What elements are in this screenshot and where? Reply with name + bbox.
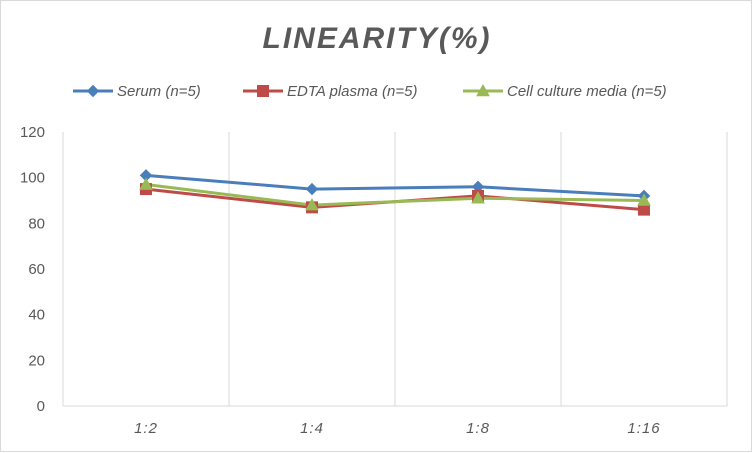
x-tick-label: 1:16 <box>627 420 660 437</box>
y-tick-label: 0 <box>37 398 45 415</box>
data-point-series-3 <box>637 193 651 206</box>
legend-marker-3 <box>476 83 490 97</box>
y-tick-label: 20 <box>28 352 45 369</box>
data-point-series-3 <box>139 177 153 190</box>
series-line-1 <box>144 173 646 198</box>
data-point-series-1 <box>305 182 319 196</box>
data-point-series-3 <box>471 191 485 204</box>
chart-title: LINEARITY(%) <box>263 22 492 55</box>
plot-grid <box>62 132 728 406</box>
y-tick-label: 40 <box>28 307 45 324</box>
x-tick-label: 1:4 <box>300 420 324 437</box>
x-tick-label: 1:8 <box>466 420 490 437</box>
series-line-3 <box>144 183 646 207</box>
legend-marker-1 <box>86 84 100 98</box>
legend-label-1: Serum (n=5) <box>117 83 201 100</box>
data-point-series-3 <box>305 198 319 211</box>
legend-label-2: EDTA plasma (n=5) <box>287 83 417 100</box>
y-tick-label: 60 <box>28 261 45 278</box>
axes: 0 20 40 60 80 100 120 1:2 1:4 1:8 1:16 <box>20 124 727 437</box>
legend-marker-2 <box>257 85 269 97</box>
y-tick-label: 80 <box>28 215 45 232</box>
y-tick-label: 100 <box>20 170 45 187</box>
x-tick-label: 1:2 <box>134 420 158 437</box>
legend: Serum (n=5) EDTA plasma (n=5) Cell culture… <box>73 83 667 100</box>
legend-label-3: Cell culture media (n=5) <box>507 83 667 100</box>
series-group <box>139 169 651 216</box>
y-tick-label: 120 <box>20 124 45 141</box>
